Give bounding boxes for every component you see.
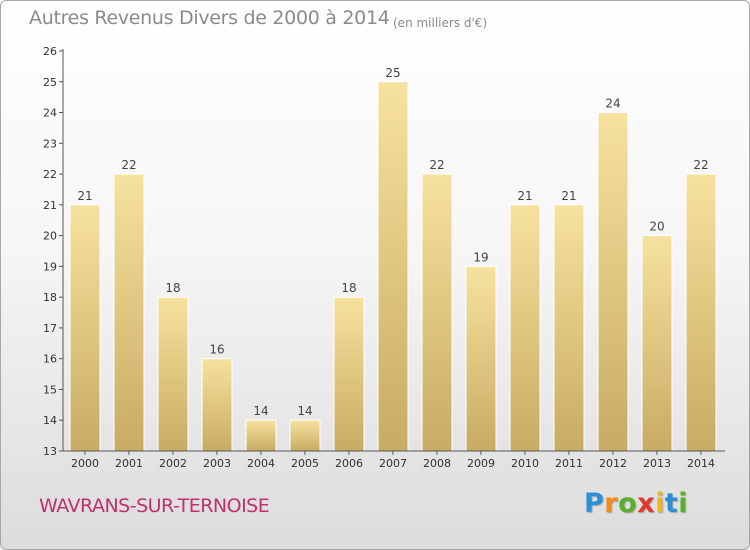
bar-2000	[69, 204, 101, 452]
data-label-2008: 22	[429, 158, 444, 172]
y-tick-label-15: 15	[43, 384, 57, 397]
x-tick-label-2005: 2005	[291, 457, 319, 470]
data-labels-layer: 21 22 18 16 14 14 18 25 22 19 21 21 24 20 22	[77, 66, 708, 418]
bar-2006	[333, 296, 365, 452]
x-tick-label-2014: 2014	[687, 457, 715, 470]
data-label-2009: 19	[473, 250, 488, 264]
chart-title: Autres Revenus Divers de 2000 à 2014	[29, 7, 390, 29]
data-label-2002: 18	[165, 281, 180, 295]
logo-letter: r	[604, 488, 619, 519]
y-tick-label-20: 20	[43, 230, 57, 243]
y-tick-label-25: 25	[43, 76, 57, 89]
bar-2014	[685, 173, 717, 452]
y-tick-label-22: 22	[43, 168, 57, 181]
y-tick-label-17: 17	[43, 322, 57, 335]
x-tick-label-2000: 2000	[71, 457, 99, 470]
x-tick-label-2003: 2003	[203, 457, 231, 470]
logo-letter: P	[584, 488, 605, 519]
chart-subtitle: (en milliers d'€)	[393, 16, 488, 30]
y-tick-label-18: 18	[43, 291, 57, 304]
bar-2011	[553, 204, 585, 452]
logo-letter: o	[618, 488, 638, 519]
y-tick-label-21: 21	[43, 199, 57, 212]
bar-2004	[245, 419, 277, 452]
logo-letter: t	[664, 488, 679, 519]
y-tick-label-19: 19	[43, 260, 57, 273]
x-tick-label-2013: 2013	[643, 457, 671, 470]
x-axis: 2000 2001 2002 2003 2004 2005 2006 2007 2008 2009…	[61, 450, 725, 470]
x-tick-label-2008: 2008	[423, 457, 451, 470]
data-label-2005: 14	[297, 404, 312, 418]
y-tick-label-23: 23	[43, 137, 57, 150]
x-tick-label-2002: 2002	[159, 457, 187, 470]
data-label-2012: 24	[605, 97, 620, 111]
bar-2013	[641, 235, 673, 452]
logo-letter: x	[637, 488, 656, 519]
logo-letter: i	[655, 488, 665, 519]
data-label-2011: 21	[561, 189, 576, 203]
x-tick-label-2001: 2001	[115, 457, 143, 470]
bar-2008	[421, 173, 453, 452]
x-tick-label-2012: 2012	[599, 457, 627, 470]
bar-2007	[377, 81, 409, 452]
logo-letter: i	[678, 488, 689, 519]
data-label-2013: 20	[649, 220, 664, 234]
data-label-2007: 25	[385, 66, 400, 80]
bar-2003	[201, 358, 233, 452]
bar-2002	[157, 296, 189, 452]
bar-2012	[597, 112, 629, 452]
y-tick-label-13: 13	[43, 445, 57, 458]
y-tick-label-24: 24	[43, 107, 57, 120]
data-label-2004: 14	[253, 404, 268, 418]
data-label-2010: 21	[517, 189, 532, 203]
bar-2001	[113, 173, 145, 452]
data-label-2001: 22	[121, 158, 136, 172]
x-tick-label-2011: 2011	[555, 457, 583, 470]
x-tick-label-2009: 2009	[467, 457, 495, 470]
data-label-2000: 21	[77, 189, 92, 203]
y-tick-label-16: 16	[43, 353, 57, 366]
y-axis: 13 14 15 16 17 18 19 20 21 22 23 24 25 26	[43, 45, 64, 458]
bar-2010	[509, 204, 541, 452]
data-label-2006: 18	[341, 281, 356, 295]
y-tick-label-14: 14	[43, 414, 57, 427]
y-tick-label-26: 26	[43, 45, 57, 58]
data-label-2014: 22	[693, 158, 708, 172]
x-tick-label-2007: 2007	[379, 457, 407, 470]
commune-name: WAVRANS-SUR-TERNOISE	[39, 495, 270, 517]
bar-2009	[465, 265, 497, 452]
bar-2005	[289, 419, 321, 452]
proxiti-logo: Proxiti	[584, 488, 688, 519]
x-tick-label-2006: 2006	[335, 457, 363, 470]
x-tick-label-2010: 2010	[511, 457, 539, 470]
bars-layer	[69, 81, 717, 452]
x-tick-label-2004: 2004	[247, 457, 275, 470]
data-label-2003: 16	[209, 343, 224, 357]
